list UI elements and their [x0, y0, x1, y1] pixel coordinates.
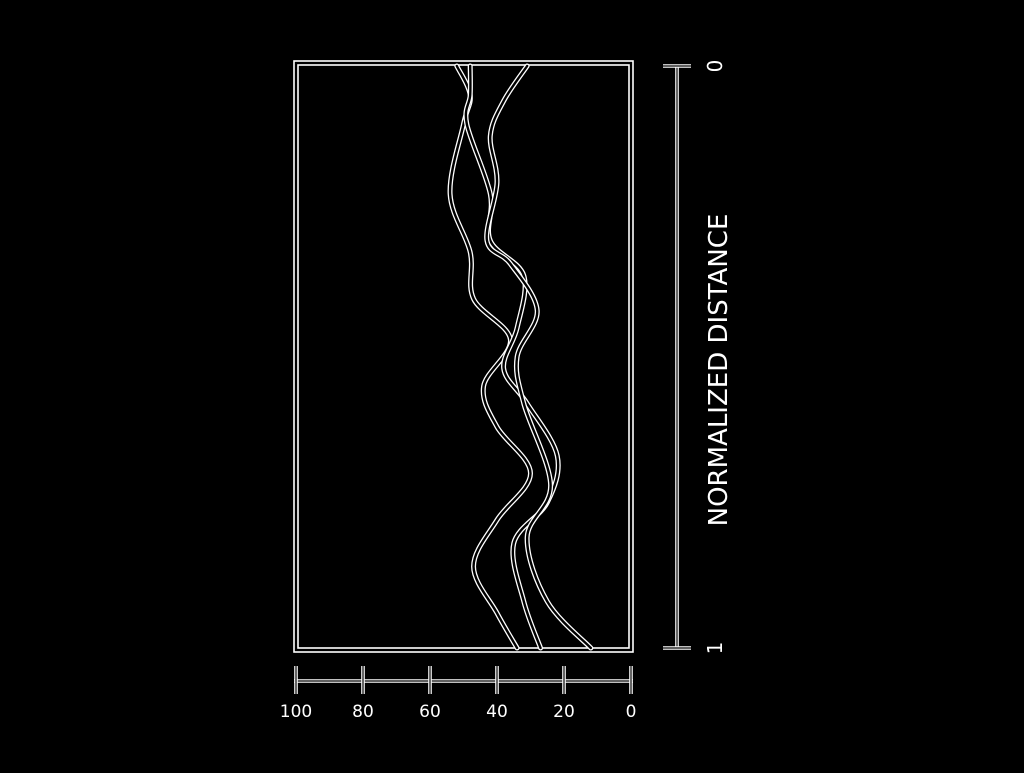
x-axis: 100 80 60 40 20 0 [280, 666, 637, 722]
x-tick-label-80: 80 [352, 702, 374, 722]
x-tick-label-0: 0 [626, 702, 637, 722]
y-tick-label-0: 0 [703, 60, 727, 73]
plot-frame-inner [297, 64, 630, 649]
series-group [447, 63, 594, 651]
series-1 [447, 63, 533, 651]
x-tick-label-20: 20 [553, 702, 575, 722]
series-2-outline [463, 63, 561, 651]
x-tick-label-100: 100 [280, 702, 312, 722]
y-axis: 01 [663, 60, 727, 655]
series-1-core [448, 64, 532, 650]
y-axis-label: NORMALIZED DISTANCE [704, 214, 734, 527]
plot-frame-outer [293, 60, 634, 653]
y-tick-label-1: 1 [703, 642, 727, 655]
series-2 [463, 63, 561, 651]
series-3-core [485, 64, 592, 650]
x-tick-label-60: 60 [419, 702, 441, 722]
x-tick-label-40: 40 [486, 702, 508, 722]
series-3 [484, 63, 594, 651]
series-2-core [464, 64, 560, 650]
